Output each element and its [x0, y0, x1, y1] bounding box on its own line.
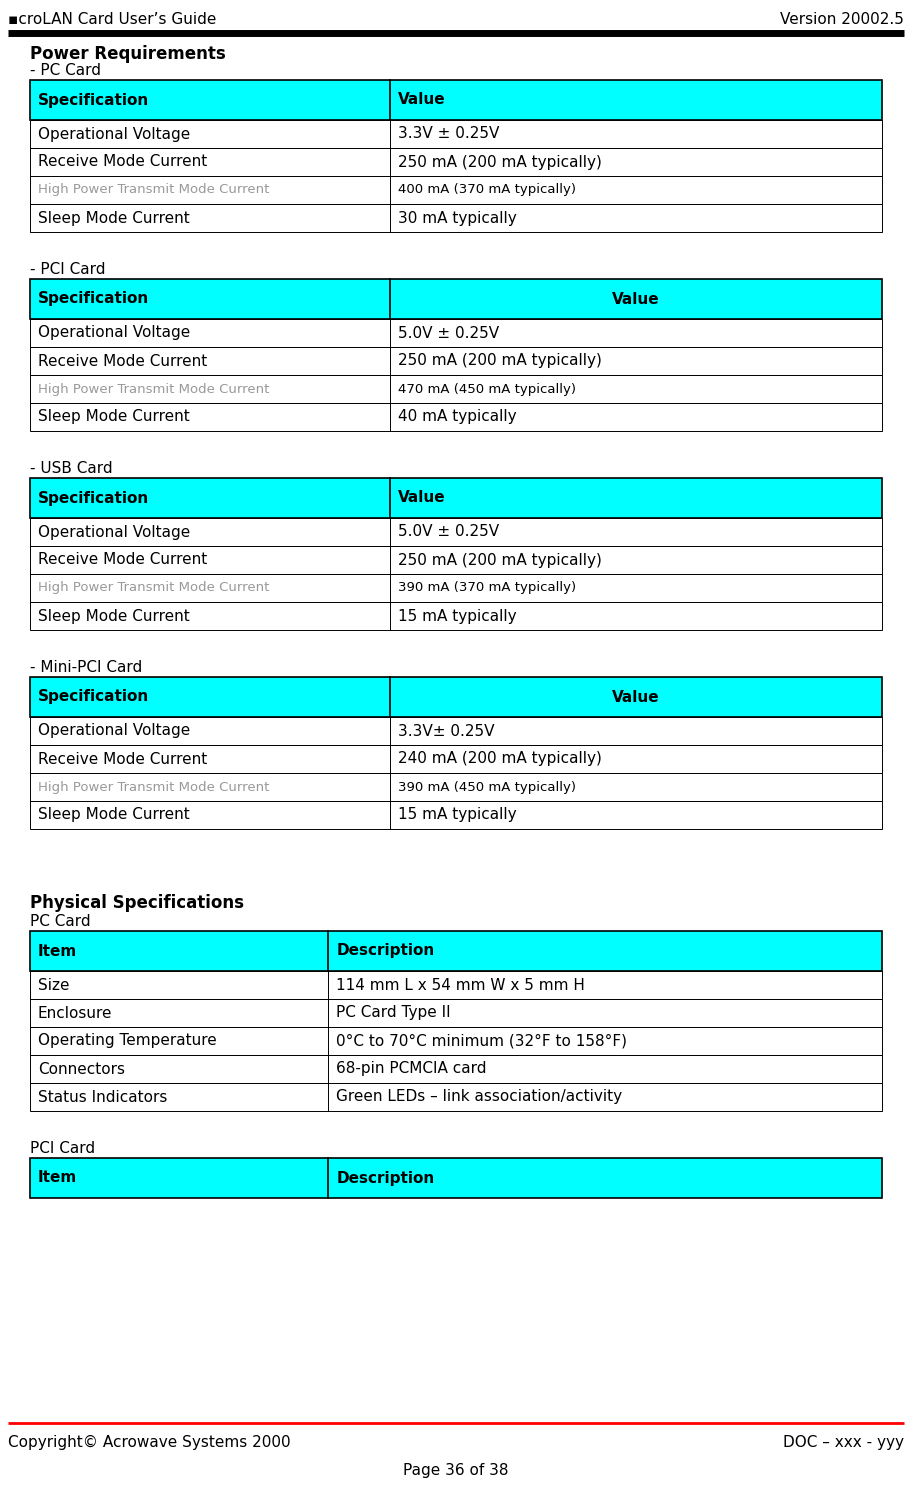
Bar [30, 999, 881, 1027]
Text: Operational Voltage: Operational Voltage [38, 724, 190, 739]
Bar [30, 745, 881, 773]
Text: Status Indicators: Status Indicators [38, 1090, 168, 1105]
Text: Value: Value [611, 292, 659, 306]
Bar [30, 203, 881, 232]
Bar [30, 404, 881, 431]
Text: Specification: Specification [38, 93, 149, 108]
Bar [30, 1159, 881, 1197]
Bar [30, 478, 881, 517]
Text: 3.3V± 0.25V: 3.3V± 0.25V [397, 724, 494, 739]
Text: Value: Value [397, 490, 445, 505]
Bar [30, 120, 881, 148]
Bar [30, 1027, 881, 1055]
Bar [30, 148, 881, 176]
Text: Copyright© Acrowave Systems 2000: Copyright© Acrowave Systems 2000 [8, 1435, 291, 1450]
Text: 250 mA (200 mA typically): 250 mA (200 mA typically) [397, 154, 600, 169]
Bar [30, 375, 881, 404]
Bar [30, 970, 881, 999]
Text: High Power Transmit Mode Current: High Power Transmit Mode Current [38, 383, 269, 396]
Text: 250 mA (200 mA typically): 250 mA (200 mA typically) [397, 553, 600, 568]
Bar [30, 1082, 881, 1111]
Text: 68-pin PCMCIA card: 68-pin PCMCIA card [336, 1061, 486, 1076]
Text: Version 20002.5: Version 20002.5 [779, 12, 903, 27]
Bar [30, 931, 881, 970]
Text: High Power Transmit Mode Current: High Power Transmit Mode Current [38, 582, 269, 595]
Text: 0°C to 70°C minimum (32°F to 158°F): 0°C to 70°C minimum (32°F to 158°F) [336, 1033, 627, 1048]
Text: Operating Temperature: Operating Temperature [38, 1033, 217, 1048]
Text: 390 mA (450 mA typically): 390 mA (450 mA typically) [397, 780, 575, 794]
Bar [30, 574, 881, 602]
Text: PC Card: PC Card [30, 913, 90, 928]
Text: Green LEDs – link association/activity: Green LEDs – link association/activity [336, 1090, 621, 1105]
Text: Physical Specifications: Physical Specifications [30, 894, 244, 912]
Text: Sleep Mode Current: Sleep Mode Current [38, 211, 189, 226]
Text: Sleep Mode Current: Sleep Mode Current [38, 410, 189, 425]
Text: Receive Mode Current: Receive Mode Current [38, 553, 207, 568]
Text: - PC Card: - PC Card [30, 63, 101, 78]
Text: Value: Value [611, 689, 659, 704]
Text: - USB Card: - USB Card [30, 460, 112, 475]
Bar [30, 176, 881, 203]
Text: Item: Item [38, 1171, 77, 1186]
Text: 250 mA (200 mA typically): 250 mA (200 mA typically) [397, 353, 600, 368]
Text: 40 mA typically: 40 mA typically [397, 410, 516, 425]
Text: High Power Transmit Mode Current: High Power Transmit Mode Current [38, 184, 269, 196]
Bar [30, 718, 881, 745]
Text: 30 mA typically: 30 mA typically [397, 211, 516, 226]
Bar [30, 773, 881, 801]
Text: 5.0V ± 0.25V: 5.0V ± 0.25V [397, 326, 498, 341]
Text: 470 mA (450 mA typically): 470 mA (450 mA typically) [397, 383, 575, 396]
Text: Sleep Mode Current: Sleep Mode Current [38, 608, 189, 623]
Text: Power Requirements: Power Requirements [30, 45, 226, 63]
Bar [30, 1055, 881, 1082]
Bar [30, 677, 881, 718]
Bar [30, 602, 881, 629]
Text: 114 mm L x 54 mm W x 5 mm H: 114 mm L x 54 mm W x 5 mm H [336, 978, 585, 993]
Text: 3.3V ± 0.25V: 3.3V ± 0.25V [397, 127, 498, 142]
Text: Item: Item [38, 943, 77, 958]
Text: Description: Description [336, 1171, 434, 1186]
Text: - PCI Card: - PCI Card [30, 262, 106, 277]
Text: 15 mA typically: 15 mA typically [397, 608, 516, 623]
Bar [30, 347, 881, 375]
Text: Sleep Mode Current: Sleep Mode Current [38, 807, 189, 822]
Text: Enclosure: Enclosure [38, 1006, 112, 1021]
Text: Specification: Specification [38, 490, 149, 505]
Text: Page 36 of 38: Page 36 of 38 [403, 1464, 508, 1479]
Bar [30, 81, 881, 120]
Text: Connectors: Connectors [38, 1061, 125, 1076]
Bar [30, 517, 881, 546]
Text: Receive Mode Current: Receive Mode Current [38, 154, 207, 169]
Text: - Mini-PCI Card: - Mini-PCI Card [30, 659, 142, 676]
Text: Size: Size [38, 978, 69, 993]
Text: High Power Transmit Mode Current: High Power Transmit Mode Current [38, 780, 269, 794]
Bar [30, 801, 881, 830]
Text: PC Card Type II: PC Card Type II [336, 1006, 450, 1021]
Text: 5.0V ± 0.25V: 5.0V ± 0.25V [397, 525, 498, 540]
Bar [30, 318, 881, 347]
Text: Receive Mode Current: Receive Mode Current [38, 353, 207, 368]
Text: ▪croLAN Card User’s Guide: ▪croLAN Card User’s Guide [8, 12, 216, 27]
Text: 240 mA (200 mA typically): 240 mA (200 mA typically) [397, 752, 600, 767]
Text: Receive Mode Current: Receive Mode Current [38, 752, 207, 767]
Text: Operational Voltage: Operational Voltage [38, 326, 190, 341]
Text: 390 mA (370 mA typically): 390 mA (370 mA typically) [397, 582, 575, 595]
Text: Operational Voltage: Operational Voltage [38, 127, 190, 142]
Text: DOC – xxx - yyy: DOC – xxx - yyy [783, 1435, 903, 1450]
Bar [30, 546, 881, 574]
Text: Specification: Specification [38, 689, 149, 704]
Text: PCI Card: PCI Card [30, 1141, 95, 1156]
Bar [30, 280, 881, 318]
Text: Operational Voltage: Operational Voltage [38, 525, 190, 540]
Text: 15 mA typically: 15 mA typically [397, 807, 516, 822]
Text: Specification: Specification [38, 292, 149, 306]
Text: Value: Value [397, 93, 445, 108]
Text: 400 mA (370 mA typically): 400 mA (370 mA typically) [397, 184, 575, 196]
Text: Description: Description [336, 943, 434, 958]
